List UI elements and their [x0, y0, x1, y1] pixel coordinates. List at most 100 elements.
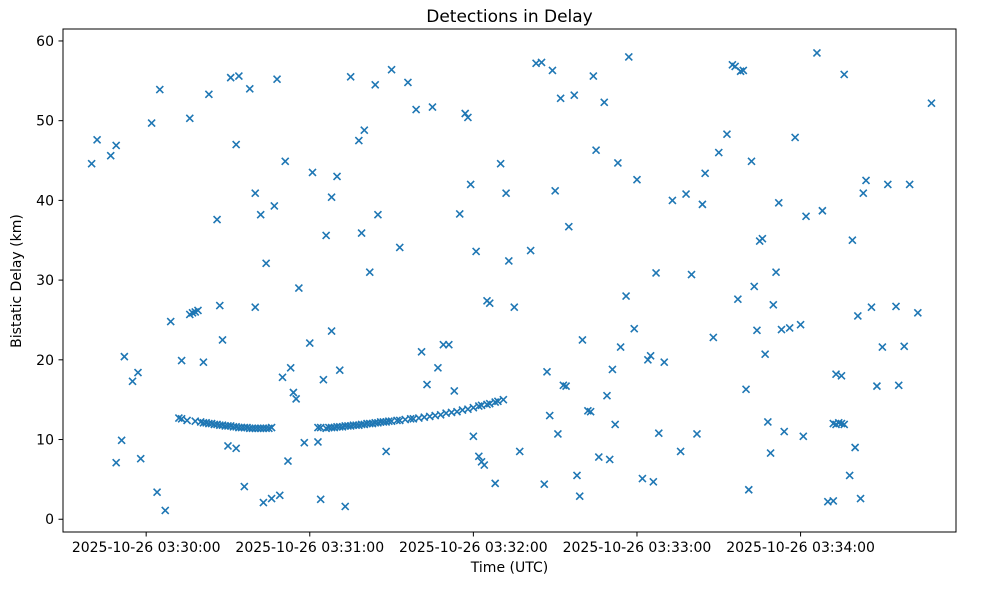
- data-point: [559, 381, 568, 390]
- data-point: [327, 327, 336, 336]
- data-point: [722, 130, 732, 139]
- data-point: [592, 146, 601, 155]
- data-point: [232, 444, 241, 453]
- y-tick-label: 40: [36, 193, 54, 209]
- data-point: [818, 206, 827, 215]
- data-point: [799, 432, 808, 441]
- data-point: [436, 410, 445, 419]
- data-point: [583, 406, 592, 415]
- data-point: [371, 80, 380, 89]
- data-point: [643, 355, 652, 364]
- data-point: [570, 91, 579, 100]
- data-point: [155, 85, 164, 94]
- data-point: [112, 141, 121, 150]
- data-point: [469, 432, 478, 441]
- data-point: [245, 84, 254, 93]
- data-point: [153, 488, 162, 497]
- data-point: [259, 498, 268, 507]
- data-point: [177, 414, 186, 423]
- data-point: [812, 48, 822, 57]
- data-point: [106, 151, 115, 160]
- data-point: [335, 366, 344, 375]
- data-point: [572, 471, 582, 480]
- data-point: [452, 407, 462, 416]
- data-point: [485, 399, 494, 408]
- chart-title: Detections in Delay: [426, 7, 593, 27]
- data-point: [785, 323, 794, 332]
- data-point: [485, 299, 494, 308]
- data-point: [267, 494, 276, 503]
- data-point: [502, 189, 511, 198]
- data-point: [851, 443, 860, 452]
- data-point: [553, 429, 562, 439]
- data-point: [894, 381, 903, 390]
- data-point: [161, 506, 170, 515]
- data-point: [346, 72, 355, 81]
- data-point: [774, 198, 783, 207]
- data-point: [275, 491, 284, 500]
- data-point: [232, 140, 241, 149]
- data-point: [262, 259, 271, 268]
- data-point: [270, 201, 279, 211]
- data-point: [251, 303, 260, 312]
- data-point: [212, 215, 222, 224]
- data-point: [739, 66, 748, 75]
- data-point: [177, 356, 186, 365]
- data-point: [562, 382, 571, 391]
- data-point: [872, 382, 881, 391]
- y-axis-label: Bistatic Delay (km): [9, 214, 25, 348]
- data-point: [278, 373, 287, 382]
- y-tick-label: 30: [36, 273, 54, 289]
- data-point: [840, 420, 849, 429]
- data-point: [883, 180, 892, 189]
- data-point: [551, 186, 560, 195]
- data-point: [891, 302, 901, 311]
- data-point: [294, 284, 303, 293]
- data-point: [354, 136, 363, 145]
- data-point: [482, 400, 492, 409]
- data-point: [406, 414, 415, 423]
- data-point: [616, 342, 625, 352]
- data-point: [771, 268, 781, 277]
- data-point: [251, 189, 260, 198]
- data-point: [780, 427, 789, 436]
- data-point: [136, 454, 145, 463]
- data-point: [681, 189, 691, 199]
- data-point: [913, 308, 922, 317]
- data-point: [769, 300, 778, 309]
- data-point: [589, 71, 598, 81]
- data-point: [829, 496, 838, 505]
- data-point: [750, 282, 759, 291]
- data-point: [264, 424, 273, 433]
- data-point: [422, 380, 432, 389]
- data-point: [313, 423, 323, 432]
- data-point: [741, 385, 751, 394]
- y-tick-label: 0: [45, 512, 54, 528]
- data-point: [147, 118, 156, 128]
- data-point: [834, 418, 843, 427]
- data-point: [853, 311, 862, 321]
- data-point: [622, 291, 631, 301]
- x-tick-label: 2025-10-26 03:30:00: [72, 540, 221, 556]
- data-point: [193, 306, 203, 315]
- data-point: [600, 98, 609, 107]
- data-point: [649, 477, 658, 486]
- x-tick-label: 2025-10-26 03:32:00: [399, 540, 548, 556]
- data-point: [564, 222, 573, 231]
- data-point: [308, 168, 317, 177]
- data-point: [831, 370, 841, 379]
- data-point: [747, 157, 756, 166]
- data-point: [226, 73, 235, 82]
- data-point: [469, 403, 478, 412]
- data-point: [900, 342, 909, 351]
- data-point: [128, 377, 137, 386]
- data-point: [537, 58, 546, 67]
- data-point: [428, 103, 437, 112]
- data-point: [319, 375, 328, 384]
- data-point: [491, 397, 500, 407]
- data-point: [357, 229, 366, 238]
- data-point: [510, 303, 519, 312]
- data-point: [840, 70, 849, 79]
- data-point: [223, 441, 233, 450]
